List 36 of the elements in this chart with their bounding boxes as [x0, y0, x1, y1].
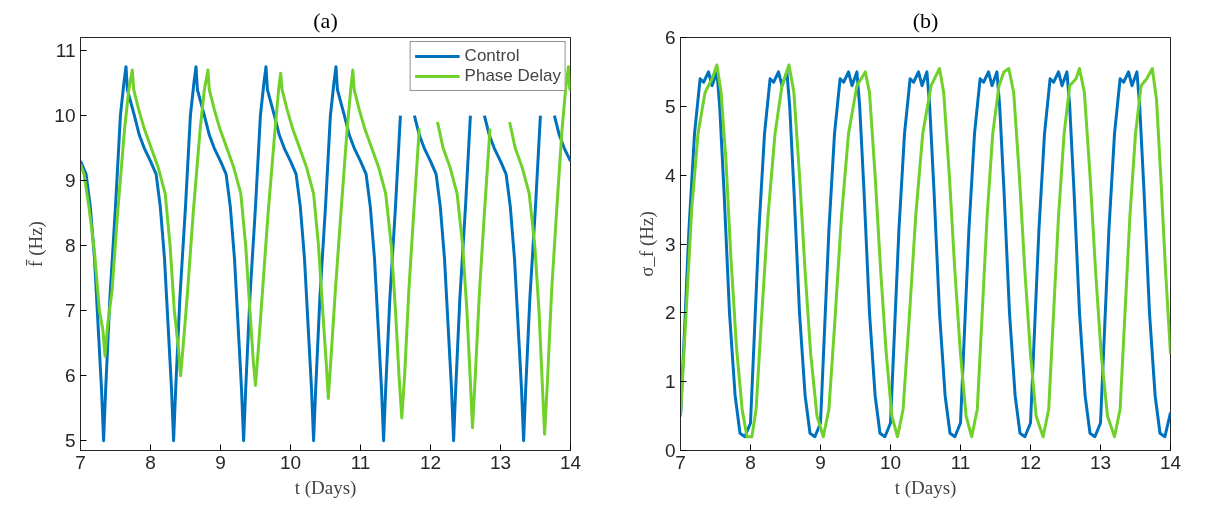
y-tick-label: 5	[64, 430, 76, 452]
y-tick-label: 8	[64, 235, 76, 257]
x-tick-label: 11	[950, 451, 971, 473]
y-tick-label: 9	[64, 170, 76, 192]
x-axis-title: t (Days)	[294, 476, 357, 499]
x-tick-label: 9	[215, 451, 226, 473]
x-tick-label: 10	[279, 451, 302, 473]
x-tick-label: 12	[419, 451, 442, 473]
y-tick-label: 6	[64, 365, 76, 387]
x-tick-label: 12	[1019, 451, 1042, 473]
x-axis-title: t (Days)	[894, 476, 957, 499]
y-axis-title: σ_f (Hz)	[635, 211, 658, 277]
x-tick-label: 11	[350, 451, 371, 473]
y-tick-label: 2	[664, 302, 676, 324]
x-tick-label: 13	[489, 451, 512, 473]
y-tick-label: 0	[664, 440, 676, 461]
chart-title: (a)	[313, 7, 338, 33]
x-tick-label: 13	[1089, 451, 1112, 473]
x-tick-label: 9	[815, 451, 826, 473]
y-tick-label: 5	[664, 95, 676, 117]
y-tick-label: 1	[664, 371, 676, 393]
y-tick-label: 3	[664, 233, 676, 255]
y-tick-label: 11	[55, 40, 76, 62]
x-tick-label: 8	[145, 451, 156, 473]
y-tick-label: 6	[664, 27, 676, 48]
y-tick-label: 7	[64, 300, 76, 322]
x-tick-label: 10	[879, 451, 902, 473]
x-tick-label: 14	[559, 451, 582, 473]
legend-label: Control	[464, 46, 520, 66]
y-tick-label: 10	[54, 105, 76, 127]
chart-title: (b)	[912, 7, 939, 33]
x-tick-label: 14	[1159, 451, 1182, 473]
x-tick-label: 8	[745, 451, 756, 473]
legend-label: Phase Delay	[464, 66, 561, 86]
y-tick-label: 4	[664, 164, 676, 186]
y-axis-title: f̄ (Hz)	[25, 221, 48, 267]
